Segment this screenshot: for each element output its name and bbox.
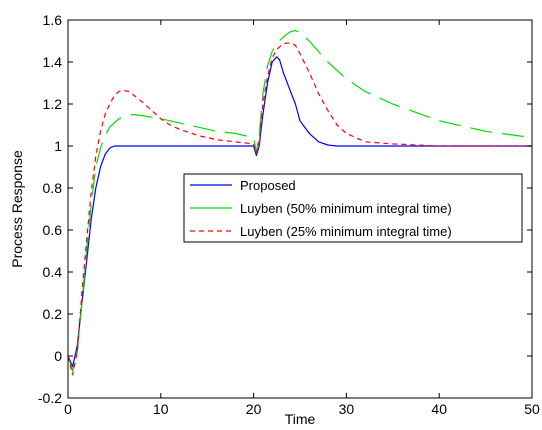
legend-label-luyben-25: Luyben (25% minimum integral time) <box>240 224 452 239</box>
y-axis-title: Process Response <box>9 150 25 268</box>
x-axis-title: Time <box>285 411 316 427</box>
x-tick-label-2: 20 <box>246 401 262 417</box>
plot-frame <box>67 19 533 399</box>
y-tick-label-9: 1.6 <box>43 12 63 28</box>
x-tick-label-1: 10 <box>153 401 169 417</box>
series-line-2 <box>67 42 532 376</box>
y-tick-label-4: 0.6 <box>43 222 63 238</box>
y-tick-label-6: 1 <box>54 138 62 154</box>
x-tick-label-5: 50 <box>524 401 540 417</box>
x-tick-label-3: 30 <box>339 401 355 417</box>
y-tick-label-8: 1.4 <box>43 54 63 70</box>
y-tick-label-0: -0.2 <box>38 390 62 406</box>
series-line-1 <box>67 29 533 372</box>
series-layer <box>67 29 533 376</box>
legend-label-luyben-50: Luyben (50% minimum integral time) <box>240 201 452 216</box>
y-tick-label-7: 1.2 <box>43 96 63 112</box>
series-line-0 <box>67 56 532 368</box>
x-tick-label-4: 40 <box>431 401 447 417</box>
legend: Proposed Luyben (50% minimum integral ti… <box>183 173 523 243</box>
legend-box <box>183 173 523 243</box>
y-tick-label-1: 0 <box>54 348 62 364</box>
legend-label-proposed: Proposed <box>240 178 296 193</box>
ticks-layer: 0 10 20 30 40 50-0.200.20.40.60.811.21.41.6 <box>38 12 540 417</box>
y-tick-label-5: 0.8 <box>43 180 63 196</box>
y-tick-label-2: 0.2 <box>43 306 63 322</box>
x-tick-label-0: 0 <box>64 401 72 417</box>
y-tick-label-3: 0.4 <box>43 264 63 280</box>
